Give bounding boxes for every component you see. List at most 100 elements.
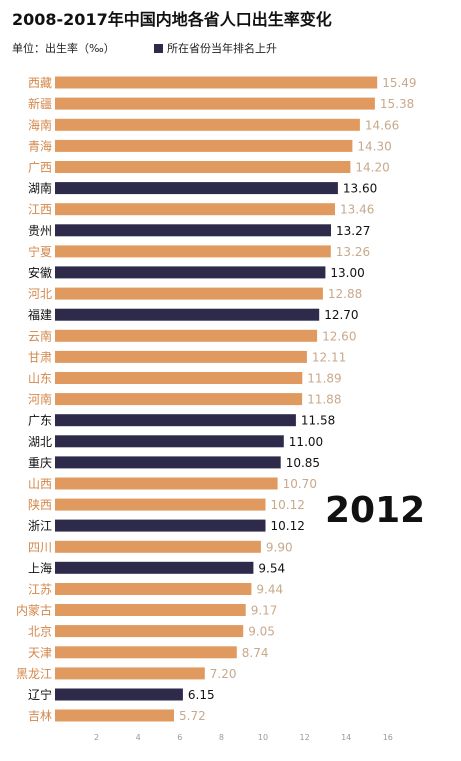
- value-label: 9.05: [248, 625, 275, 639]
- category-label: 上海: [28, 560, 52, 575]
- value-label: 11.00: [289, 435, 323, 449]
- category-label: 广东: [28, 414, 52, 428]
- bar-云南: [55, 329, 318, 342]
- legend: 所在省份当年排名上升: [154, 40, 277, 56]
- bar-吉林: [55, 709, 174, 722]
- value-label: 12.60: [322, 329, 356, 343]
- value-label: 8.74: [242, 646, 269, 660]
- bar-广东: [55, 414, 296, 427]
- value-label: 14.20: [355, 161, 389, 175]
- value-label: 10.12: [271, 519, 305, 533]
- category-label: 湖北: [28, 434, 52, 449]
- x-tick-label: 8: [219, 733, 224, 742]
- category-label: 河南: [28, 392, 52, 407]
- legend-label: 所在省份当年排名上升: [167, 42, 277, 55]
- bar-海南: [55, 118, 360, 131]
- value-label: 15.38: [380, 97, 414, 111]
- bar-黑龙江: [55, 667, 205, 680]
- bar-西藏: [55, 76, 378, 89]
- value-label: 11.58: [301, 414, 335, 428]
- value-label: 12.11: [312, 350, 346, 364]
- bar-四川: [55, 540, 261, 553]
- bar-福建: [55, 308, 320, 321]
- category-label: 甘肃: [28, 350, 52, 364]
- value-label: 14.66: [365, 118, 399, 132]
- value-label: 13.26: [336, 245, 370, 259]
- bar-上海: [55, 561, 254, 574]
- bar-安徽: [55, 266, 326, 279]
- bar-浙江: [55, 519, 266, 532]
- value-label: 15.49: [382, 76, 416, 90]
- value-label: 14.30: [357, 139, 391, 153]
- category-label: 四川: [28, 540, 52, 554]
- x-tick-label: 10: [258, 733, 268, 742]
- category-label: 浙江: [28, 519, 52, 533]
- value-label: 9.54: [258, 561, 285, 575]
- category-label: 天津: [28, 646, 52, 660]
- bar-甘肃: [55, 350, 307, 363]
- value-label: 6.15: [188, 688, 215, 702]
- bar-天津: [55, 646, 237, 659]
- year-label: 2012: [325, 490, 426, 531]
- category-label: 新疆: [28, 96, 52, 111]
- category-label: 西藏: [28, 76, 52, 90]
- value-label: 13.00: [330, 266, 364, 280]
- category-label: 贵州: [28, 224, 52, 238]
- value-label: 13.46: [340, 203, 374, 217]
- value-label: 10.85: [286, 456, 320, 470]
- category-label: 宁夏: [28, 244, 52, 259]
- value-label: 13.27: [336, 224, 370, 238]
- category-label: 河北: [28, 287, 52, 301]
- bar-河南: [55, 393, 303, 406]
- value-label: 10.70: [283, 477, 317, 491]
- bar-河北: [55, 287, 323, 300]
- category-label: 吉林: [28, 709, 52, 723]
- unit-label: 单位：出生率（‰）: [12, 42, 115, 55]
- x-tick-label: 6: [177, 733, 182, 742]
- category-label: 江西: [28, 203, 52, 217]
- chart-title: 2008-2017年中国内地各省人口出生率变化: [12, 10, 332, 29]
- x-tick-label: 2: [94, 733, 99, 742]
- category-label: 广西: [28, 161, 52, 175]
- category-label: 青海: [28, 138, 52, 153]
- bar-宁夏: [55, 245, 331, 258]
- bar-湖南: [55, 182, 338, 195]
- value-label: 9.44: [256, 583, 283, 597]
- category-label: 江苏: [28, 583, 52, 597]
- value-label: 11.89: [307, 372, 341, 386]
- value-label: 7.20: [210, 667, 237, 681]
- x-tick-label: 14: [341, 733, 351, 742]
- category-label: 陕西: [28, 497, 52, 512]
- category-label: 辽宁: [28, 687, 52, 702]
- bar-山西: [55, 477, 278, 490]
- bar-广西: [55, 161, 351, 173]
- category-label: 黑龙江: [16, 667, 52, 681]
- x-tick-label: 4: [136, 733, 141, 742]
- bar-内蒙古: [55, 604, 246, 616]
- category-label: 安徽: [28, 265, 52, 280]
- value-label: 12.88: [328, 287, 362, 301]
- bar-陕西: [55, 498, 266, 511]
- legend-swatch: [154, 43, 163, 53]
- bar-山东: [55, 372, 303, 384]
- x-tick-label: 16: [383, 733, 393, 742]
- bar-青海: [55, 139, 353, 152]
- value-label: 9.17: [251, 604, 278, 618]
- bar-贵州: [55, 224, 331, 237]
- bar-湖北: [55, 435, 284, 448]
- bar-江苏: [55, 583, 252, 595]
- bar-新疆: [55, 97, 375, 110]
- bar-江西: [55, 203, 335, 216]
- category-label: 海南: [28, 117, 52, 132]
- category-label: 北京: [28, 625, 52, 639]
- category-label: 云南: [28, 328, 52, 343]
- value-label: 11.88: [307, 393, 341, 407]
- value-label: 13.60: [343, 182, 377, 196]
- category-label: 重庆: [28, 456, 52, 470]
- category-label: 山东: [28, 372, 52, 386]
- value-label: 10.12: [271, 498, 305, 512]
- category-label: 内蒙古: [16, 603, 52, 618]
- value-label: 12.70: [324, 308, 358, 322]
- category-label: 山西: [28, 477, 52, 491]
